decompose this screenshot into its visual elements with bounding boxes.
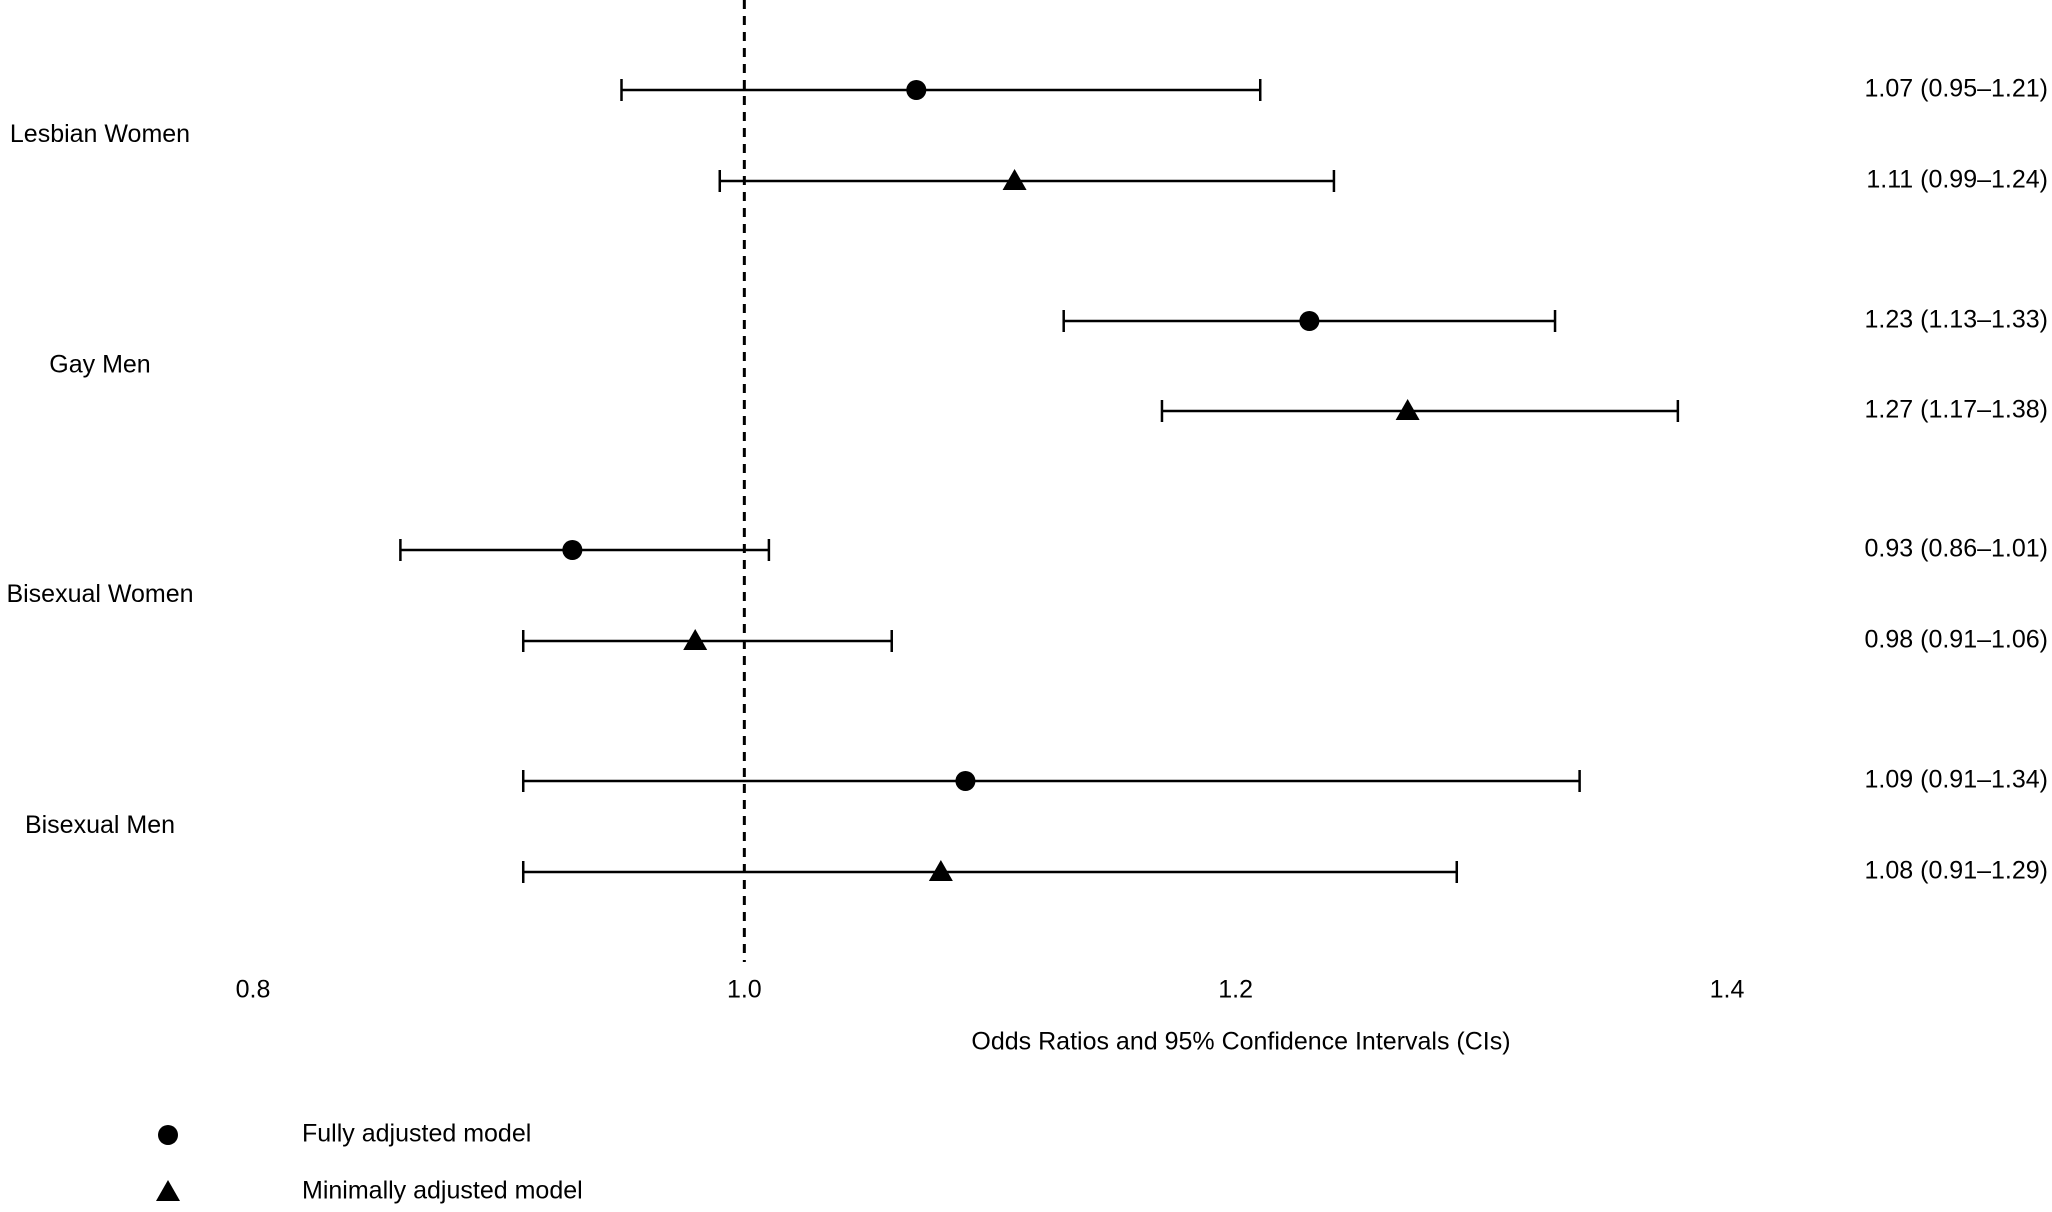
value-label: 1.08 (0.91–1.29): [1865, 857, 2048, 885]
x-tick-label: 1.4: [1710, 976, 1745, 1004]
category-label: Bisexual Men: [25, 811, 175, 839]
legend-marker: [158, 1125, 178, 1145]
value-label: 1.23 (1.13–1.33): [1865, 306, 2048, 334]
marker: [562, 540, 583, 560]
value-label: 1.11 (0.99–1.24): [1866, 166, 2048, 194]
value-label: 1.27 (1.17–1.38): [1865, 396, 2048, 424]
marker: [955, 771, 976, 791]
category-label: Lesbian Women: [10, 120, 190, 148]
x-tick-label: 1.2: [1218, 976, 1253, 1004]
value-label: 0.93 (0.86–1.01): [1865, 535, 2048, 563]
category-label: Bisexual Women: [6, 580, 193, 608]
marker: [906, 80, 927, 100]
value-label: 1.09 (0.91–1.34): [1865, 766, 2048, 794]
legend-label: Minimally adjusted model: [302, 1177, 583, 1205]
marker: [683, 629, 708, 650]
value-label: 1.07 (0.95–1.21): [1865, 75, 2048, 103]
x-axis-label: Odds Ratios and 95% Confidence Intervals…: [971, 1028, 1510, 1056]
legend-label: Fully adjusted model: [302, 1120, 531, 1148]
marker: [1002, 169, 1027, 190]
marker: [928, 860, 953, 881]
category-label: Gay Men: [49, 351, 150, 379]
legend-marker: [156, 1180, 180, 1201]
x-tick-label: 0.8: [236, 976, 271, 1004]
value-label: 0.98 (0.91–1.06): [1865, 626, 2048, 654]
x-tick-label: 1.0: [727, 976, 762, 1004]
marker: [1299, 311, 1320, 331]
marker: [1395, 399, 1420, 420]
